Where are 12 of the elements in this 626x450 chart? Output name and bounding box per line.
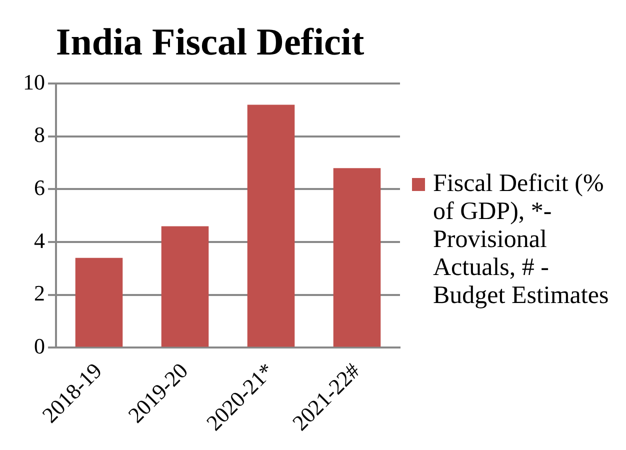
bar [75, 258, 123, 347]
y-tick-label: 8 [34, 122, 45, 148]
legend-label: Fiscal Deficit (% of GDP), *- Provisional Actuals, # - Budget Estimates [433, 170, 610, 310]
chart-title: India Fiscal Deficit [56, 22, 364, 64]
y-tick-label: 2 [34, 280, 45, 306]
bar [161, 226, 209, 347]
y-tick-label: 10 [23, 69, 45, 94]
bar [333, 168, 381, 347]
y-tick-label: 6 [34, 175, 45, 200]
bar [247, 104, 295, 347]
y-tick-label: 4 [34, 228, 45, 253]
y-tick-label: 0 [34, 333, 45, 358]
